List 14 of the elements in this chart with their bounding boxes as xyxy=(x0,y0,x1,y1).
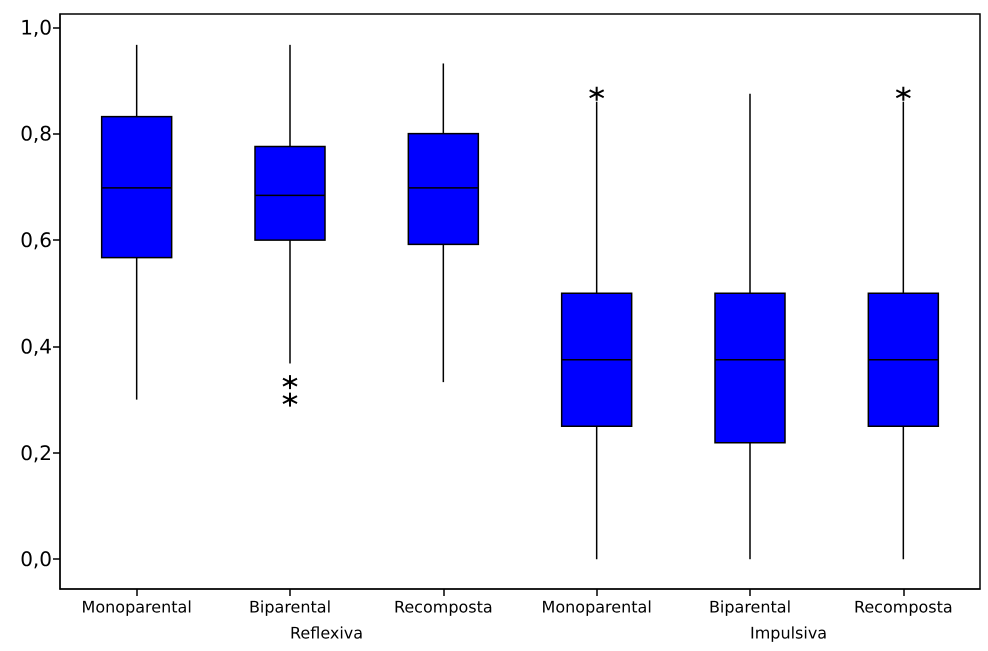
y-tick-label: 0,8 xyxy=(20,122,52,146)
x-tick-label: Recomposta xyxy=(854,598,953,616)
x-tick-label: Monoparental xyxy=(82,598,192,616)
x-tick-label: Biparental xyxy=(248,598,332,616)
y-tick-label: 0,2 xyxy=(20,440,52,465)
text: Impulsiva xyxy=(750,624,828,642)
x-tick-label: Recomposta xyxy=(394,598,493,616)
x-tick-label: Monoparental xyxy=(542,598,652,616)
y-tick-label: 0,0 xyxy=(20,547,52,572)
y-tick-label: 0,6 xyxy=(20,228,52,252)
y-tick-label: 1,0 xyxy=(20,15,52,40)
x-tick-label: Biparental xyxy=(708,598,792,616)
y-tick-label: 0,4 xyxy=(20,334,52,358)
text: Reflexiva xyxy=(290,624,364,642)
